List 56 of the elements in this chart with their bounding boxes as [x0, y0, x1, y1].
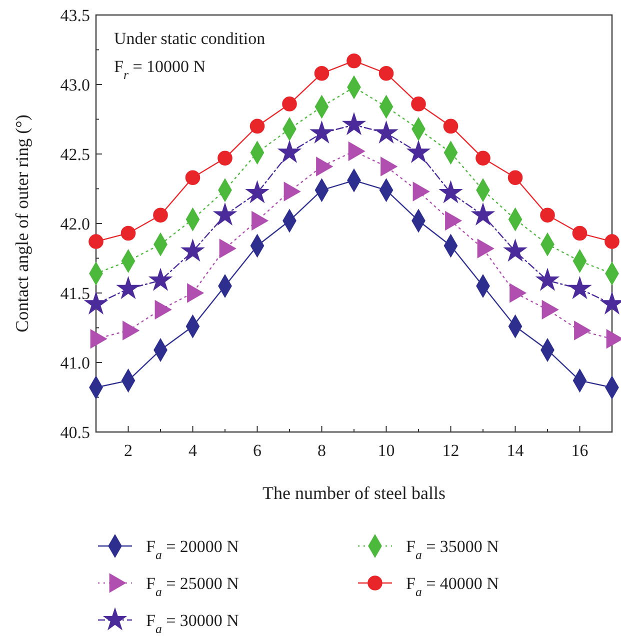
legend-label: F$_{a}$ = 25000 N [146, 574, 239, 599]
point [536, 268, 559, 290]
point [572, 226, 588, 241]
y-tick-label: 40.5 [60, 422, 90, 442]
point [214, 203, 236, 225]
point [314, 66, 330, 81]
annotation: Under static condition [114, 29, 266, 48]
point [250, 118, 265, 134]
point [476, 150, 490, 166]
point [246, 181, 268, 202]
point [375, 121, 398, 143]
x-tick-label: 8 [318, 441, 326, 460]
point [407, 140, 430, 162]
x-tick-label: 10 [378, 441, 395, 460]
point [568, 277, 591, 298]
x-tick-label: 2 [124, 441, 132, 460]
point [346, 53, 362, 68]
y-tick-label: 41.0 [60, 353, 90, 372]
point [182, 240, 204, 261]
point [88, 234, 104, 249]
y-tick-label: 42.0 [60, 214, 90, 234]
point [440, 181, 462, 202]
point [120, 226, 136, 241]
y-tick-label: 42.5 [60, 144, 90, 164]
point [411, 96, 426, 112]
legend-label: F$_{a}$ = 20000 N [146, 537, 239, 562]
y-tick-label: 41.5 [60, 284, 90, 303]
y-tick-label: 43.5 [60, 6, 90, 25]
point [504, 240, 526, 261]
point [310, 121, 333, 143]
point [185, 170, 200, 186]
x-tick-label: 16 [571, 441, 588, 460]
point [342, 113, 366, 134]
point [443, 118, 458, 134]
x-tick-label: 6 [253, 441, 262, 460]
point [149, 268, 172, 290]
point [218, 150, 232, 166]
point [153, 208, 168, 223]
point [472, 203, 494, 225]
point [282, 96, 297, 112]
legend-label: F$_{a}$ = 30000 N [146, 611, 239, 636]
y-axis-title: Contact angle of outer ring (°) [12, 114, 32, 332]
point [378, 66, 394, 81]
x-axis-title: The number of steel balls [262, 483, 446, 503]
x-tick-label: 4 [188, 441, 198, 460]
point [508, 170, 523, 186]
point [117, 277, 140, 298]
point [540, 208, 555, 223]
y-tick-label: 43.0 [60, 75, 90, 94]
legend-label: F$_{a}$ = 35000 N [406, 537, 499, 562]
point [278, 140, 301, 162]
legend-label: F$_{a}$ = 40000 N [406, 574, 499, 599]
x-tick-label: 14 [506, 441, 524, 460]
point [604, 234, 620, 249]
annotation: F$_{r}$ = 10000 N [114, 57, 206, 82]
x-tick-label: 12 [442, 441, 460, 460]
